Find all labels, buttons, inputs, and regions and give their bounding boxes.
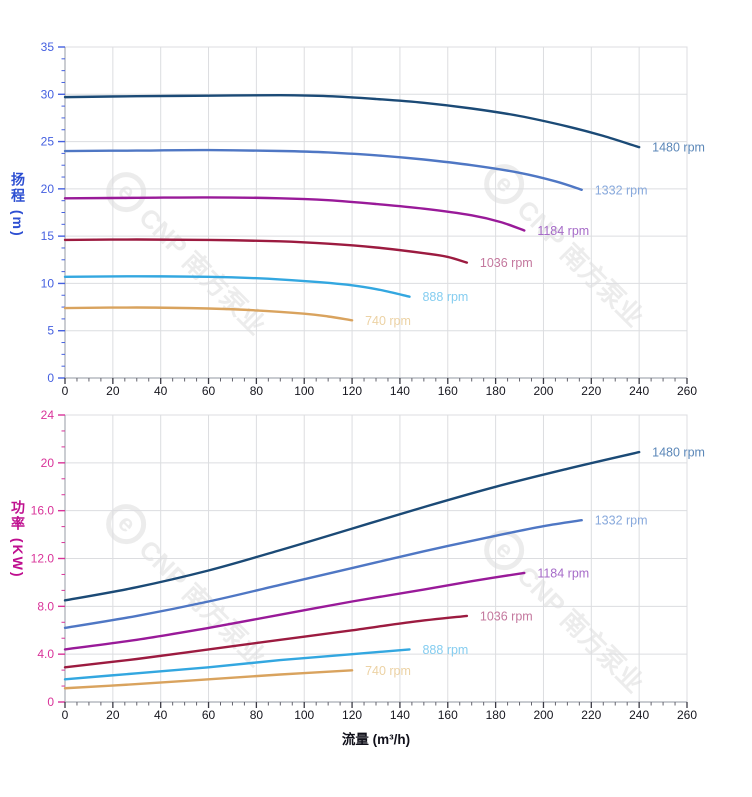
series-label-1184-rpm: 1184 rpm xyxy=(537,224,589,238)
series-curve-740-rpm xyxy=(63,306,354,322)
x-tick-label: 0 xyxy=(62,384,69,398)
x-tick-label: 80 xyxy=(250,384,264,398)
series-curve-1480-rpm xyxy=(63,450,641,602)
x-tick-label: 200 xyxy=(533,708,553,722)
x-tick-label: 180 xyxy=(486,384,506,398)
x-tick-label: 160 xyxy=(438,708,458,722)
series-label-1332-rpm: 1332 rpm xyxy=(595,514,648,528)
y-tick-label: 0 xyxy=(47,695,54,709)
x-tick-label: 20 xyxy=(106,708,120,722)
y-tick-label: 4.0 xyxy=(37,647,54,661)
series-curve-1184-rpm xyxy=(63,196,526,232)
y-tick-label: 12.0 xyxy=(31,552,55,566)
x-tick-label: 240 xyxy=(629,708,649,722)
y-tick-label: 20 xyxy=(41,456,55,470)
x-tick-label: 120 xyxy=(342,708,362,722)
y-tick-label: 16.0 xyxy=(31,504,55,518)
y-tick-label: 30 xyxy=(41,87,55,101)
series-label-888-rpm: 888 rpm xyxy=(422,290,468,304)
series-curve-1332-rpm xyxy=(63,148,583,191)
y-tick-label: 35 xyxy=(41,40,55,54)
x-tick-label: 40 xyxy=(154,708,168,722)
x-tick-label: 240 xyxy=(629,384,649,398)
x-tick-label: 100 xyxy=(294,384,314,398)
x-tick-label: 160 xyxy=(438,384,458,398)
x-tick-label: 260 xyxy=(677,708,697,722)
y-tick-label: 15 xyxy=(41,229,55,243)
series-curve-740-rpm xyxy=(63,669,354,690)
y-tick-label: 5 xyxy=(47,324,54,338)
x-tick-label: 260 xyxy=(677,384,697,398)
head-axis-title: 扬程 (m) xyxy=(10,172,26,238)
series-curve-888-rpm xyxy=(63,648,411,681)
series-label-740-rpm: 740 rpm xyxy=(365,314,411,328)
series-curve-888-rpm xyxy=(63,275,411,298)
y-tick-label: 25 xyxy=(41,135,55,149)
x-tick-label: 200 xyxy=(533,384,553,398)
series-curve-1480-rpm xyxy=(63,93,641,149)
y-tick-label: 24 xyxy=(41,408,55,422)
y-tick-label: 10 xyxy=(41,276,55,290)
series-label-1480-rpm: 1480 rpm xyxy=(652,446,705,460)
y-tick-label: 20 xyxy=(41,182,55,196)
series-curve-1036-rpm xyxy=(63,614,469,669)
series-label-740-rpm: 740 rpm xyxy=(365,664,411,678)
series-label-1184-rpm: 1184 rpm xyxy=(537,566,589,580)
x-tick-label: 220 xyxy=(581,384,601,398)
x-tick-label: 120 xyxy=(342,384,362,398)
x-tick-label: 80 xyxy=(250,708,264,722)
series-curve-1332-rpm xyxy=(63,519,583,630)
x-tick-label: 20 xyxy=(106,384,120,398)
power-axis-title: 功率 (KW) xyxy=(10,500,26,579)
series-curve-1036-rpm xyxy=(63,238,469,264)
x-tick-label: 40 xyxy=(154,384,168,398)
x-tick-label: 220 xyxy=(581,708,601,722)
flow-axis-title: 流量 (m³/h) xyxy=(341,732,411,747)
x-tick-label: 60 xyxy=(202,384,216,398)
x-tick-label: 180 xyxy=(486,708,506,722)
series-curve-1184-rpm xyxy=(63,571,526,651)
x-tick-label: 140 xyxy=(390,384,410,398)
series-label-1036-rpm: 1036 rpm xyxy=(480,609,533,623)
series-label-1036-rpm: 1036 rpm xyxy=(480,256,533,270)
x-tick-label: 0 xyxy=(62,708,69,722)
series-label-888-rpm: 888 rpm xyxy=(422,643,468,657)
y-tick-label: 0 xyxy=(47,371,54,385)
y-tick-label: 8.0 xyxy=(37,599,54,613)
x-tick-label: 140 xyxy=(390,708,410,722)
x-tick-label: 60 xyxy=(202,708,216,722)
x-tick-label: 100 xyxy=(294,708,314,722)
series-label-1332-rpm: 1332 rpm xyxy=(595,183,648,197)
series-label-1480-rpm: 1480 rpm xyxy=(652,141,705,155)
